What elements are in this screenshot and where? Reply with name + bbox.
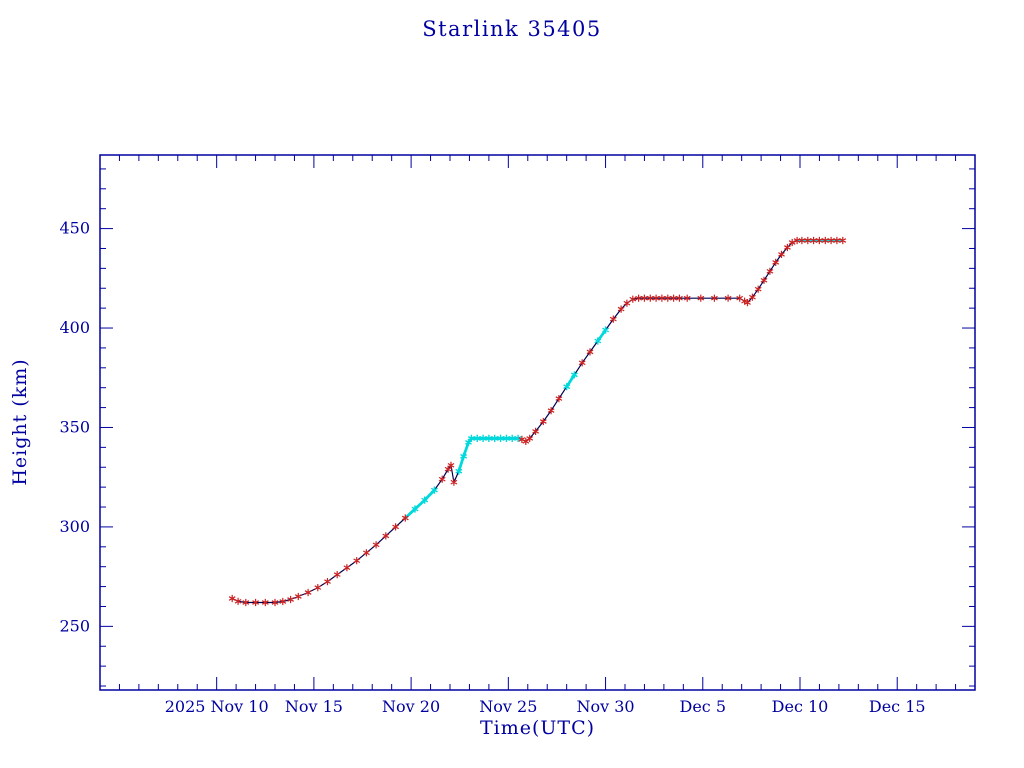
highlight-segments	[404, 239, 843, 520]
y-axis-label: Height (km)	[9, 358, 31, 486]
x-axis-ticks	[118, 155, 957, 690]
y-tick-labels: 250 300 350 400 450	[59, 219, 90, 636]
highlight-markers	[411, 326, 610, 513]
svg-text:Nov 20: Nov 20	[382, 697, 440, 716]
svg-text:Nov 15: Nov 15	[285, 697, 343, 716]
svg-text:Nov 25: Nov 25	[479, 697, 537, 716]
svg-text:2025 Nov 10: 2025 Nov 10	[165, 697, 269, 716]
y-axis-ticks	[100, 168, 975, 687]
svg-text:450: 450	[59, 219, 90, 238]
x-axis-label: Time(UTC)	[479, 717, 596, 739]
chart-title: Starlink 35405	[422, 17, 602, 41]
svg-text:350: 350	[59, 417, 90, 436]
svg-text:Nov 30: Nov 30	[576, 697, 634, 716]
measurement-markers	[228, 236, 847, 607]
svg-text:Dec 10: Dec 10	[772, 697, 829, 716]
svg-text:400: 400	[59, 318, 90, 337]
svg-text:Dec 5: Dec 5	[680, 697, 727, 716]
svg-text:250: 250	[59, 616, 90, 635]
axes-box	[99, 154, 976, 691]
series-line	[231, 239, 843, 604]
svg-text:Dec 15: Dec 15	[869, 697, 926, 716]
svg-text:300: 300	[59, 517, 90, 536]
x-tick-labels: 2025 Nov 10 Nov 15 Nov 20 Nov 25 Nov 30 Dec 5…	[165, 697, 926, 716]
data-markers	[228, 236, 847, 607]
